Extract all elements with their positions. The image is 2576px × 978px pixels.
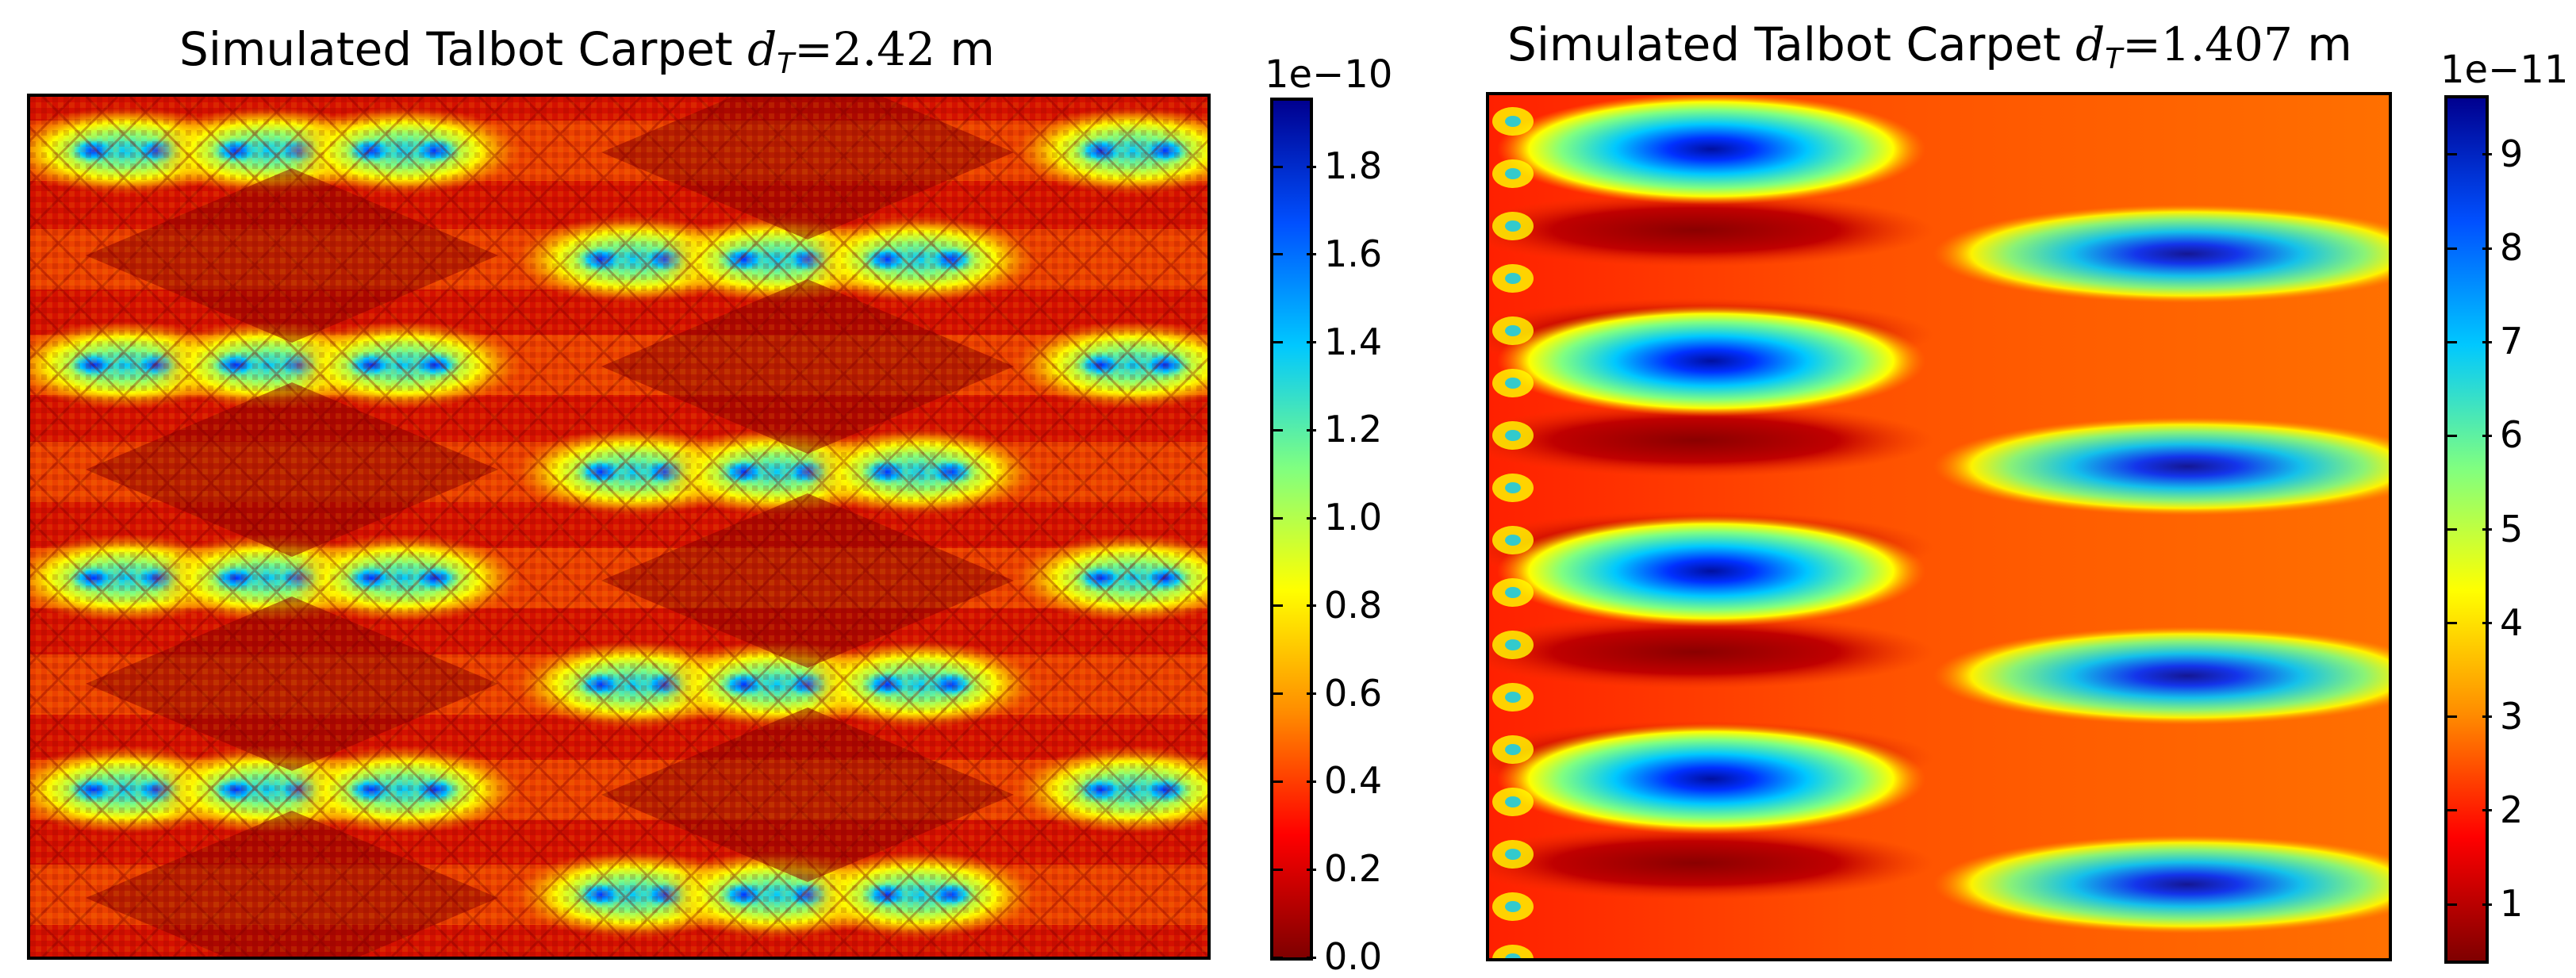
chart-1-colorbar-tick-mark: [1307, 341, 1316, 344]
chart-2-colorbar-tick-label: 9: [2500, 132, 2524, 175]
chart-1-colorbar-exponent: 1e−10: [1265, 52, 1393, 97]
chart-1-colorbar: [1270, 98, 1313, 961]
chart-1-colorbar-tick-label: 0.4: [1324, 759, 1383, 803]
chart-2-colorbar-tick-mark: [2482, 903, 2492, 906]
chart-1-colorbar-tick-mark: [1307, 516, 1316, 520]
chart-2-title-text: Simulated Talbot Carpet: [1507, 17, 2061, 71]
chart-2-colorbar-tick-mark: [2447, 809, 2457, 812]
chart-2-heatmap: [1489, 95, 2389, 958]
chart-1-colorbar-tick-label: 1.6: [1324, 232, 1383, 275]
chart-1-colorbar-tick-label: 1.2: [1324, 408, 1383, 451]
dark-band: [1489, 616, 1933, 688]
chart-1-colorbar-tick-mark: [1273, 956, 1283, 959]
chart-1-title-sub: T: [777, 48, 795, 80]
chart-1-heatmap: [30, 97, 1207, 957]
chart-2-colorbar-tick-label: 3: [2500, 694, 2524, 738]
chart-2-title-unit: m: [2292, 17, 2352, 71]
chart-1-title-var: d: [747, 22, 777, 76]
chart-1-colorbar-tick-mark: [1273, 165, 1283, 168]
lobe-right: [1933, 627, 2389, 725]
chart-2-colorbar-tick-mark: [2447, 622, 2457, 625]
chart-2-title: Simulated Talbot Carpet dT=1.407 m: [1507, 17, 2352, 75]
chart-2-colorbar-tick-label: 2: [2500, 788, 2524, 831]
chart-2-colorbar-tick-mark: [2482, 622, 2492, 625]
lobe-left: [1497, 95, 1925, 205]
chart-2-title-value: =1.407: [2122, 17, 2293, 71]
chart-1-colorbar-tick-mark: [1307, 780, 1316, 783]
chart-2-colorbar-tick-label: 7: [2500, 320, 2524, 363]
chart-2-colorbar-tick-mark: [2447, 153, 2457, 156]
chart-1-title-text: Simulated Talbot Carpet: [179, 22, 733, 76]
chart-1-colorbar-tick-mark: [1273, 780, 1283, 783]
chart-2-colorbar-tick-mark: [2447, 903, 2457, 906]
chart-2-colorbar-exponent: 1e−11: [2440, 48, 2569, 92]
chart-2-colorbar-tick-mark: [2482, 528, 2492, 531]
chart-2-plot-area: [1486, 92, 2392, 961]
chart-1-colorbar-tick-mark: [1307, 868, 1316, 871]
chart-1-colorbar-tick-mark: [1273, 341, 1283, 344]
lobe-left: [1497, 305, 1925, 416]
lobe-right: [1933, 205, 2389, 303]
chart-1-title: Simulated Talbot Carpet dT=2.42 m: [179, 22, 995, 80]
chart-2-colorbar-tick-mark: [2447, 528, 2457, 531]
chart-1-colorbar-tick-mark: [1307, 604, 1316, 608]
chart-1-colorbar-tick-mark: [1307, 692, 1316, 696]
lobe-left: [1497, 723, 1925, 834]
chart-2-colorbar-tick-label: 4: [2500, 600, 2524, 644]
dark-band: [1489, 827, 1933, 899]
chart-2-colorbar-tick-mark: [2482, 247, 2492, 250]
chart-1-colorbar-tick-mark: [1273, 692, 1283, 696]
chart-1-title-unit: m: [935, 22, 995, 76]
chart-2-colorbar-tick-mark: [2447, 434, 2457, 437]
dark-band: [1489, 194, 1933, 267]
chart-1-colorbar-tick-mark: [1273, 868, 1283, 871]
chart-1-colorbar-tick-label: 0.2: [1324, 847, 1383, 891]
chart-1-colorbar-tick-label: 0.0: [1324, 935, 1383, 978]
chart-2-colorbar-tick-mark: [2447, 247, 2457, 250]
lobe-right: [1933, 417, 2389, 516]
chart-1-colorbar-tick-label: 1.8: [1324, 144, 1383, 188]
lobe-right: [1933, 835, 2389, 934]
dark-band: [1489, 404, 1933, 477]
chart-2-title-sub: T: [2105, 43, 2123, 75]
chart-1-colorbar-tick-label: 0.8: [1324, 583, 1383, 627]
chart-1-colorbar-tick-mark: [1307, 956, 1316, 959]
chart-1-colorbar-tick-mark: [1307, 428, 1316, 431]
chart-1-colorbar-tick-mark: [1273, 428, 1283, 431]
chart-1-colorbar-tick-label: 1.0: [1324, 496, 1383, 539]
chart-1-colorbar-tick-mark: [1307, 165, 1316, 168]
edge-structure: [1492, 107, 1534, 958]
chart-2-colorbar-tick-mark: [2447, 340, 2457, 343]
chart-2-colorbar-tick-label: 8: [2500, 226, 2524, 270]
chart-2-title-var: d: [2075, 17, 2106, 71]
chart-2-colorbar-tick-mark: [2482, 809, 2492, 812]
chart-2-colorbar-tick-label: 1: [2500, 882, 2524, 926]
chart-2-colorbar-tick-label: 6: [2500, 413, 2524, 457]
chart-2-colorbar-tick-mark: [2482, 434, 2492, 437]
chart-2-colorbar-tick-mark: [2482, 153, 2492, 156]
chart-1-colorbar-tick-mark: [1273, 253, 1283, 256]
chart-1-colorbar-gradient: [1273, 101, 1310, 957]
chart-1-title-value: =2.42: [794, 22, 935, 76]
chart-1-plot-area: [27, 94, 1211, 960]
chart-2-colorbar-tick-label: 5: [2500, 507, 2524, 550]
chart-2-colorbar-tick-mark: [2482, 715, 2492, 719]
chart-1-colorbar-tick-mark: [1307, 253, 1316, 256]
chart-1-colorbar-tick-label: 0.6: [1324, 671, 1383, 715]
chart-1-colorbar-tick-label: 1.4: [1324, 320, 1383, 363]
chart-1-colorbar-tick-mark: [1273, 604, 1283, 608]
chart-2-colorbar-tick-mark: [2447, 715, 2457, 719]
lobe-left: [1497, 516, 1925, 627]
chart-2-colorbar-tick-mark: [2482, 340, 2492, 343]
chart-1-colorbar-tick-mark: [1273, 516, 1283, 520]
